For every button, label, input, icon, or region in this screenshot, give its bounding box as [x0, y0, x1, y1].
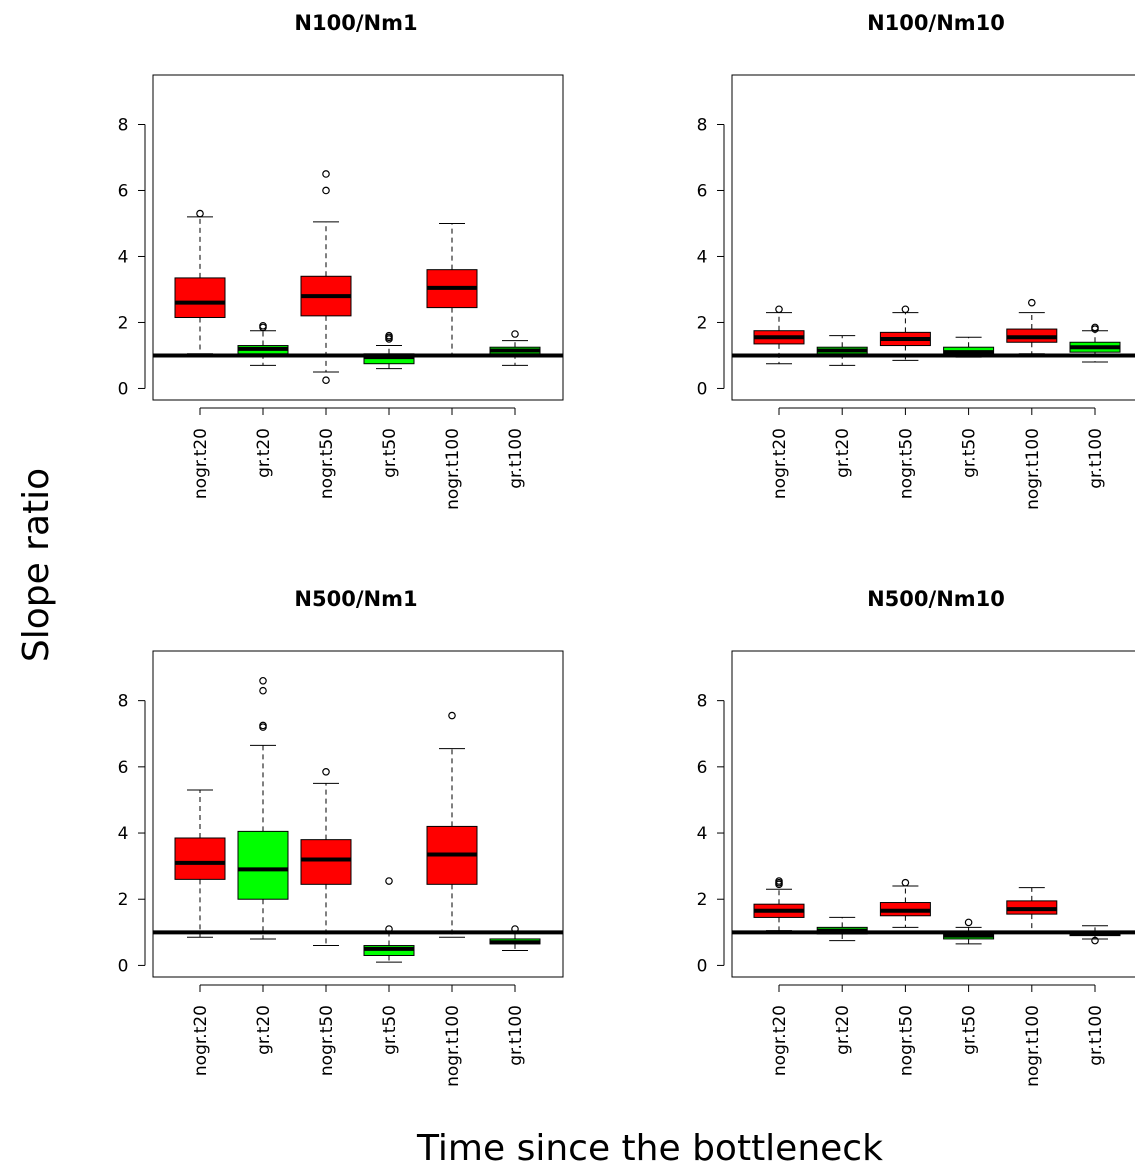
y-tick-label: 4: [697, 247, 708, 267]
plot-frame: [152, 74, 564, 401]
box: [237, 830, 289, 900]
outlier-point: [448, 711, 456, 720]
x-tick-label: nogr.t20: [770, 1005, 790, 1076]
outlier-point: [259, 686, 267, 695]
x-tick-label: gr.t50: [380, 428, 400, 478]
y-tick-label: 6: [697, 758, 708, 778]
outlier-point: [196, 209, 204, 218]
outlier-point: [322, 768, 330, 776]
outlier-point: [322, 170, 330, 178]
outlier-point: [322, 186, 330, 195]
x-tick-label: nogr.t100: [443, 1005, 463, 1087]
x-tick-label: nogr.t100: [1023, 1005, 1043, 1087]
y-tick-label: 8: [118, 115, 129, 135]
panel-title: N500/Nm1: [294, 587, 417, 611]
panel: N500/Nm10 0 2 4 6 8 nogr.t20 gr.t20 nogr.t50 gr.t…: [697, 587, 1135, 1087]
y-tick-label: 2: [697, 890, 708, 910]
panel: N500/Nm1 0 2 4 6 8 nogr.t20 gr.t20 nogr.t50 gr.t5…: [118, 587, 564, 1087]
x-tick-label: nogr.t50: [896, 428, 916, 499]
plot-frame: [731, 74, 1135, 401]
y-tick-label: 4: [697, 824, 708, 844]
outlier-point: [1091, 323, 1099, 332]
x-tick-label: nogr.t100: [1023, 428, 1043, 510]
x-tick-label: gr.t100: [1086, 428, 1106, 489]
y-tick-label: 6: [118, 181, 129, 201]
y-tick-label: 8: [697, 115, 708, 135]
panel: N100/Nm10 0 2 4 6 8 nogr.t20 gr.t20 nogr.t50 gr.t…: [697, 11, 1135, 510]
x-tick-label: nogr.t20: [770, 428, 790, 499]
y-tick-label: 2: [697, 313, 708, 333]
outlier-point: [775, 877, 783, 885]
y-tick-label: 8: [697, 692, 708, 712]
x-tick-label: gr.t50: [960, 1005, 980, 1055]
panel-title: N100/Nm1: [294, 11, 417, 35]
panel: N100/Nm1 0 2 4 6 8 nogr.t20 gr.t20 nogr.t50 gr.t5…: [118, 11, 564, 510]
x-tick-label: gr.t50: [960, 428, 980, 478]
x-tick-label: nogr.t50: [317, 428, 337, 499]
outlier-point: [385, 877, 393, 885]
x-tick-label: gr.t50: [380, 1005, 400, 1055]
x-tick-label: nogr.t20: [191, 428, 211, 499]
x-tick-label: gr.t20: [833, 428, 853, 478]
box: [300, 839, 352, 885]
outlier-point: [964, 918, 973, 927]
x-axis-label: Time since the bottleneck: [416, 1128, 883, 1169]
y-tick-label: 0: [697, 956, 708, 976]
box: [174, 277, 226, 319]
outlier-point: [385, 331, 393, 340]
y-tick-label: 0: [118, 956, 129, 976]
y-tick-label: 0: [697, 379, 708, 399]
x-tick-label: gr.t100: [506, 1005, 526, 1066]
y-tick-label: 4: [118, 824, 129, 844]
outlier-point: [1028, 298, 1036, 307]
outlier-point: [259, 721, 267, 730]
plot-frame: [731, 650, 1135, 978]
outlier-point: [259, 676, 267, 685]
outlier-point: [901, 878, 910, 887]
outlier-point: [775, 305, 783, 314]
outlier-point: [322, 376, 330, 385]
x-tick-label: nogr.t50: [317, 1005, 337, 1076]
panel-title: N100/Nm10: [867, 11, 1005, 35]
outlier-point: [1091, 936, 1099, 945]
x-tick-label: gr.t20: [833, 1005, 853, 1055]
x-tick-label: gr.t100: [506, 428, 526, 489]
x-tick-label: gr.t100: [1086, 1005, 1106, 1066]
x-tick-label: nogr.t20: [191, 1005, 211, 1076]
outlier-point: [511, 330, 519, 338]
x-tick-label: nogr.t50: [896, 1005, 916, 1076]
x-tick-label: gr.t20: [254, 428, 274, 478]
y-tick-label: 0: [118, 379, 129, 399]
y-tick-label: 4: [118, 247, 129, 267]
y-tick-label: 2: [118, 313, 129, 333]
x-tick-label: nogr.t100: [443, 428, 463, 510]
outlier-point: [901, 305, 910, 314]
y-tick-label: 6: [118, 758, 129, 778]
y-axis-label: Slope ratio: [16, 468, 57, 662]
y-tick-label: 6: [697, 181, 708, 201]
outlier-point: [259, 321, 267, 330]
x-tick-label: gr.t20: [254, 1005, 274, 1055]
y-tick-label: 8: [118, 692, 129, 712]
box: [174, 837, 226, 880]
y-tick-label: 2: [118, 890, 129, 910]
plot-frame: [152, 650, 564, 978]
panel-title: N500/Nm10: [867, 587, 1005, 611]
